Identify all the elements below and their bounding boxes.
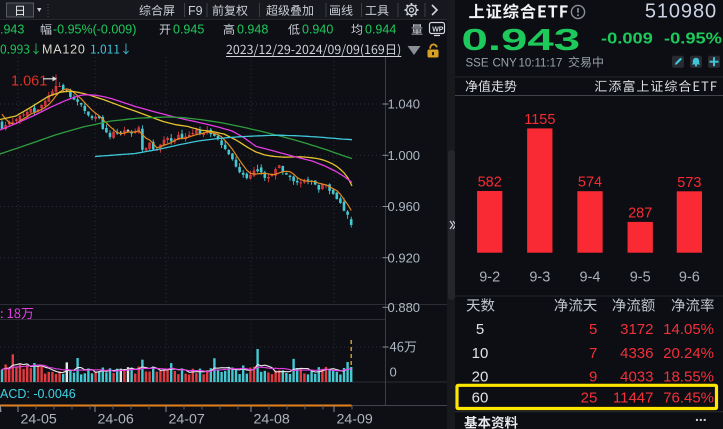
svg-text:0.943: 0.943: [462, 23, 581, 57]
svg-text:0.944: 0.944: [365, 23, 396, 37]
svg-text:1.061: 1.061: [11, 74, 47, 90]
svg-text:9-3: 9-3: [529, 270, 550, 286]
svg-text:1155: 1155: [524, 112, 555, 128]
svg-text:0.948: 0.948: [237, 23, 268, 37]
svg-text:4336: 4336: [620, 345, 653, 362]
svg-text:24-09: 24-09: [337, 412, 373, 428]
svg-text:-0.95%(-0.009): -0.95%(-0.009): [53, 23, 136, 37]
svg-text:7: 7: [589, 345, 597, 362]
svg-text:76.45%: 76.45%: [663, 390, 714, 407]
svg-text:20.24%: 20.24%: [663, 345, 714, 362]
svg-text:10: 10: [472, 345, 489, 362]
svg-text:0.960: 0.960: [388, 199, 421, 214]
svg-text:1.040: 1.040: [388, 97, 421, 112]
svg-text:0.945: 0.945: [173, 23, 204, 37]
svg-text:CNY: CNY: [493, 58, 518, 70]
svg-text:-0.95%: -0.95%: [664, 30, 722, 47]
svg-text:573: 573: [677, 175, 701, 191]
svg-text:WP: WP: [432, 27, 444, 34]
svg-text:...: ...: [695, 408, 707, 424]
svg-text:510980: 510980: [645, 1, 717, 23]
svg-text:24-06: 24-06: [98, 412, 134, 428]
svg-text:287: 287: [628, 205, 652, 221]
svg-text:18.55%: 18.55%: [663, 368, 714, 385]
svg-text:582: 582: [478, 175, 502, 191]
svg-text:60: 60: [472, 390, 489, 407]
svg-text:9-2: 9-2: [479, 270, 500, 286]
svg-text:3172: 3172: [620, 321, 653, 338]
svg-text:11447: 11447: [613, 390, 654, 407]
svg-text:24-08: 24-08: [254, 412, 290, 428]
svg-text:1.000: 1.000: [388, 148, 421, 163]
svg-text:.943: .943: [0, 23, 24, 37]
svg-text:0.920: 0.920: [388, 250, 421, 265]
svg-text:24-05: 24-05: [21, 412, 57, 428]
svg-text:4033: 4033: [620, 368, 653, 385]
svg-text:25: 25: [581, 390, 598, 407]
svg-text:0.940: 0.940: [302, 23, 333, 37]
svg-text:9: 9: [589, 368, 597, 385]
svg-text:9-5: 9-5: [630, 270, 651, 286]
svg-text:-0.009: -0.009: [601, 30, 653, 47]
svg-text:24-07: 24-07: [169, 412, 205, 428]
svg-text:F9: F9: [188, 4, 203, 18]
svg-text:14.05%: 14.05%: [663, 321, 714, 338]
svg-text:ACD: -0.0046: ACD: -0.0046: [0, 387, 76, 401]
svg-text:20: 20: [472, 368, 489, 385]
svg-text:SSE: SSE: [466, 58, 489, 70]
svg-text:5: 5: [476, 321, 484, 338]
svg-text:5: 5: [589, 321, 597, 338]
svg-text:9-4: 9-4: [580, 270, 601, 286]
svg-text:0.880: 0.880: [388, 300, 421, 315]
svg-text:10:11:17: 10:11:17: [519, 58, 563, 70]
svg-text:9-6: 9-6: [679, 270, 700, 286]
svg-text:574: 574: [578, 175, 602, 191]
svg-text:MA120: MA120: [42, 43, 86, 57]
svg-text:0: 0: [390, 365, 397, 380]
